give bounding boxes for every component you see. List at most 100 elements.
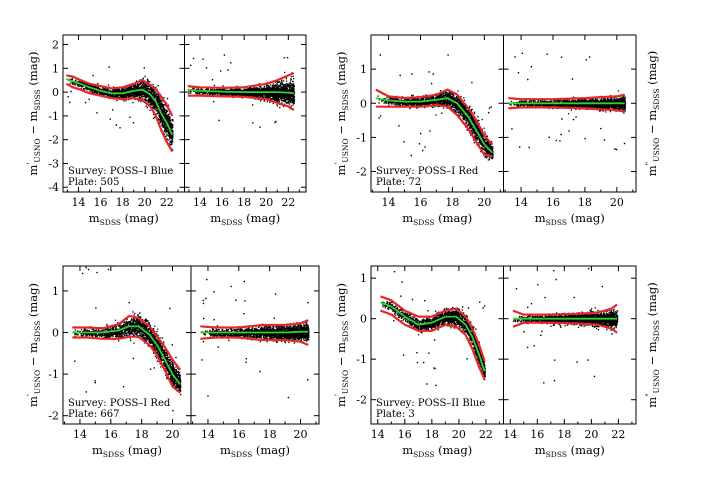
y-axis-label-right-sup: "	[644, 162, 653, 165]
y-axis-label-unit: (mag)	[334, 283, 348, 321]
green-median-curve	[187, 88, 295, 95]
subplot-left: 14 16 18 20	[62, 265, 192, 441]
y-tick-label: 1	[360, 63, 367, 76]
plot-frame	[184, 34, 307, 193]
y-axis-label-right-sub: USNO	[652, 369, 661, 393]
x-tick-label: 14	[382, 196, 396, 209]
x-tick-label: 20	[477, 196, 491, 209]
red-lower-curve	[187, 94, 295, 111]
y-axis-label-sub2: SDSS	[341, 321, 350, 342]
data-points	[509, 52, 627, 151]
y-tick-label: -2	[48, 410, 59, 423]
scatter-points	[512, 267, 619, 384]
subplot-right: 14 16 18 20 22	[184, 34, 307, 209]
y-axis-label-sub: USNO	[33, 138, 42, 162]
y-axis-label-unit: (mag)	[26, 51, 40, 89]
scatter-points	[380, 271, 486, 387]
red-lower-curve	[512, 321, 618, 334]
x-axis-label-right: mSDSS (mag)	[220, 443, 290, 459]
y-tick-label: -1	[48, 368, 59, 381]
y-axis-label-sub2: SDSS	[341, 89, 350, 110]
x-tick-label: 20	[259, 196, 273, 209]
x-tick-label: 18	[116, 196, 130, 209]
y-tick-label: 0	[360, 313, 367, 326]
y-axis-label-right-sub2: SDSS	[652, 89, 661, 110]
subplot-left: 14 16 18 20 22	[370, 265, 504, 441]
x-axis-label-left-unit: (mag)	[434, 211, 472, 225]
x-axis-label-right-unit: (mag)	[252, 443, 290, 457]
x-tick-label: 18	[557, 428, 571, 441]
y-axis-label-right-unit: (mag)	[645, 282, 659, 320]
x-tick-label: 22	[611, 428, 625, 441]
x-tick-label: 22	[160, 196, 174, 209]
x-axis-label-right: mSDSS (mag)	[210, 211, 280, 227]
y-axis-label-right-unit: (mag)	[645, 51, 659, 89]
y-axis-label-right-minus: − m	[645, 110, 659, 138]
x-axis-label-right-sub: SDSS	[546, 218, 567, 227]
red-lower-curve	[65, 82, 174, 153]
y-tick-label: -1	[356, 131, 367, 144]
x-tick-label: 14	[193, 196, 207, 209]
y-axis-label-minus: − m	[334, 342, 348, 370]
plate-label: Plate: 72	[376, 177, 421, 188]
y-axis-label-sub: USNO	[341, 370, 350, 394]
x-tick-label: 16	[104, 428, 118, 441]
x-axis-label-right-sub: SDSS	[231, 450, 252, 459]
y-axis-label-sub2: SDSS	[33, 321, 42, 342]
x-axis-label-left-sub: SDSS	[413, 218, 434, 227]
plate-label: Plate: 667	[68, 409, 119, 420]
x-axis-label-left-main: m	[402, 211, 413, 225]
y-tick-label: 1	[52, 62, 59, 75]
x-tick-label: 20	[138, 196, 152, 209]
x-axis-label-right-main: m	[210, 211, 221, 225]
green-median-curve	[380, 301, 486, 372]
x-tick-label: 16	[398, 428, 412, 441]
red-lower-curve	[508, 106, 626, 113]
y-axis-label: m'USNO − mSDSS (mag)	[25, 51, 42, 175]
y-axis-label-right-sub: USNO	[652, 138, 661, 162]
x-tick-label: 14	[514, 196, 528, 209]
y-tick-label: 2	[52, 39, 59, 52]
y-tick-label: 0	[52, 86, 59, 99]
x-tick-label: 14	[73, 428, 87, 441]
y-axis-label-right: m"USNO − mSDSS (mag)	[644, 51, 661, 176]
x-tick-label: 18	[263, 428, 277, 441]
x-axis-label-right-sub: SDSS	[221, 218, 242, 227]
red-lower-curve	[375, 103, 493, 158]
x-axis-label-left: mSDSS (mag)	[402, 211, 472, 227]
y-axis-label-minus: − m	[334, 110, 348, 138]
x-tick-label: 18	[578, 196, 592, 209]
red-upper-curve	[72, 314, 182, 371]
red-upper-curve	[508, 93, 626, 101]
y-tick-label: -4	[48, 181, 59, 194]
y-axis-label: m'USNO − mSDSS (mag)	[333, 51, 350, 175]
plate-label: Plate: 3	[376, 409, 415, 420]
y-axis-label-sup: '	[333, 163, 342, 165]
x-tick-label: 18	[237, 196, 251, 209]
x-axis-label-left-unit: (mag)	[124, 443, 162, 457]
x-axis-label-left: mSDSS (mag)	[89, 211, 159, 227]
x-tick-label: 22	[479, 428, 493, 441]
x-axis-label-left-main: m	[92, 443, 103, 457]
x-tick-label: 16	[215, 196, 229, 209]
x-tick-label: 16	[413, 196, 427, 209]
x-axis-label-right-main: m	[220, 443, 231, 457]
y-tick-label: 1	[360, 272, 367, 285]
x-tick-label: 16	[232, 428, 246, 441]
x-tick-label: 22	[281, 196, 295, 209]
y-axis-label-sup: '	[25, 163, 34, 165]
plot-frame	[503, 265, 637, 425]
y-axis-label-sup: '	[25, 394, 34, 396]
x-axis-label-right: mSDSS (mag)	[535, 211, 605, 227]
x-axis-label-right-unit: (mag)	[567, 211, 605, 225]
x-tick-label: 16	[94, 196, 108, 209]
x-axis-label-left-sub: SDSS	[103, 450, 124, 459]
plot-frame	[503, 34, 637, 193]
x-axis-label-right: mSDSS (mag)	[535, 443, 605, 459]
red-upper-curve	[66, 74, 174, 117]
y-axis-label: m'USNO − mSDSS (mag)	[25, 283, 42, 407]
green-median-curve	[72, 325, 181, 386]
green-median-curve	[65, 78, 174, 136]
